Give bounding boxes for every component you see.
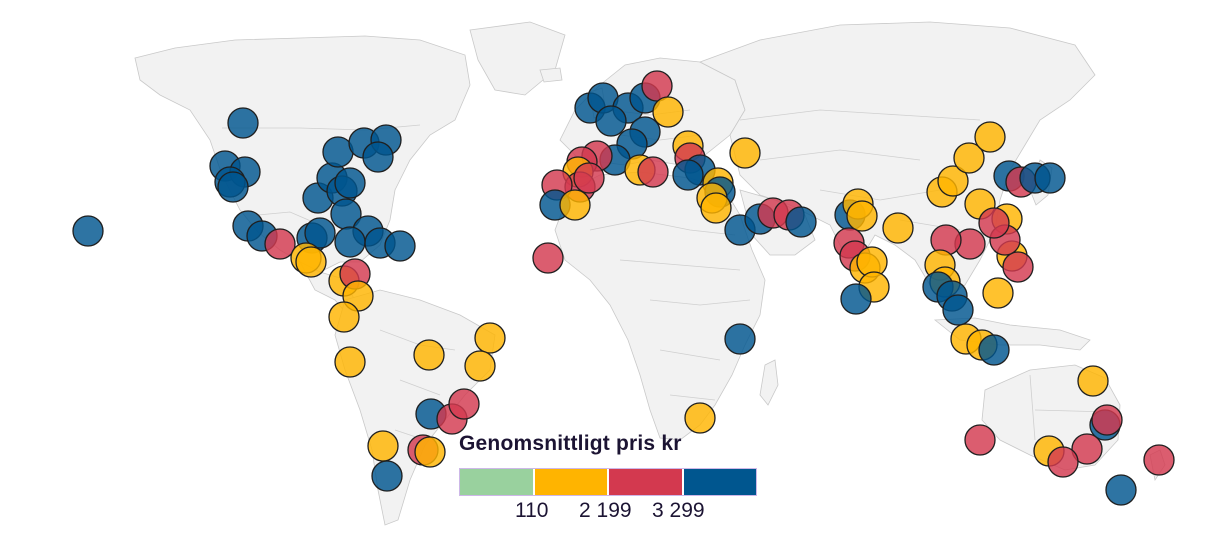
price-dot <box>334 226 366 258</box>
legend-swatch-high <box>607 469 682 495</box>
legend-tick-3: 3 299 <box>652 499 705 522</box>
price-dot <box>978 207 1010 239</box>
price-dot <box>785 206 817 238</box>
price-dot <box>532 242 564 274</box>
price-dot <box>700 192 732 224</box>
price-dot <box>371 460 403 492</box>
price-dot <box>448 388 480 420</box>
legend-swatch-mid <box>532 469 607 495</box>
price-dot <box>840 283 872 315</box>
price-dot <box>978 334 1010 366</box>
africa-borders <box>589 219 751 401</box>
legend-tick-2: 2 199 <box>579 499 632 522</box>
price-dot <box>328 301 360 333</box>
price-dot <box>953 142 985 174</box>
price-dot <box>295 246 327 278</box>
price-dots <box>72 70 1175 506</box>
legend-swatch-top <box>681 469 756 495</box>
legend-title: Genomsnittligt pris kr <box>459 432 682 455</box>
price-dot <box>729 137 761 169</box>
landmasses <box>134 21 1166 526</box>
legend: Genomsnittligt pris kr 110 2 199 3 299 <box>459 432 759 525</box>
price-dot <box>1002 251 1034 283</box>
price-dot <box>942 294 974 326</box>
price-dot <box>367 430 399 462</box>
price-dot <box>672 159 704 191</box>
price-dot <box>227 107 259 139</box>
price-dot <box>724 323 756 355</box>
price-dot <box>1143 444 1175 476</box>
price-dot <box>882 212 914 244</box>
madagascar-land <box>759 359 779 406</box>
asia-borders <box>739 109 981 231</box>
price-dot <box>217 171 249 203</box>
price-dot <box>72 215 104 247</box>
price-dot <box>474 322 506 354</box>
price-dot <box>684 402 716 434</box>
price-dot <box>982 277 1014 309</box>
greenland-land <box>469 21 566 96</box>
price-dot <box>1047 446 1079 478</box>
price-dot <box>264 228 296 260</box>
price-dot <box>334 346 366 378</box>
us-mexico-border <box>257 211 321 226</box>
price-dot <box>384 230 416 262</box>
price-dot <box>1105 474 1137 506</box>
price-dot <box>846 200 878 232</box>
price-dot <box>414 436 446 468</box>
price-dot <box>464 350 496 382</box>
price-dot <box>1071 433 1103 465</box>
price-dot <box>937 165 969 197</box>
legend-color-bar <box>459 468 757 496</box>
price-dot <box>559 189 591 221</box>
price-dot <box>1091 404 1123 436</box>
price-dot <box>413 339 445 371</box>
price-dot <box>652 96 684 128</box>
legend-tick-labels: 110 2 199 3 299 <box>459 499 759 525</box>
legend-swatch-low <box>460 469 533 495</box>
price-dot <box>304 217 336 249</box>
price-dot <box>334 167 366 199</box>
price-dot <box>637 156 669 188</box>
price-dot <box>595 105 627 137</box>
price-dot <box>573 162 605 194</box>
asia-land <box>699 21 1096 301</box>
price-dot <box>362 141 394 173</box>
legend-tick-1: 110 <box>515 499 549 522</box>
price-dot <box>1034 162 1066 194</box>
price-dot <box>964 424 996 456</box>
price-dot <box>1077 365 1109 397</box>
iceland-land <box>539 67 563 83</box>
price-dot <box>974 121 1006 153</box>
